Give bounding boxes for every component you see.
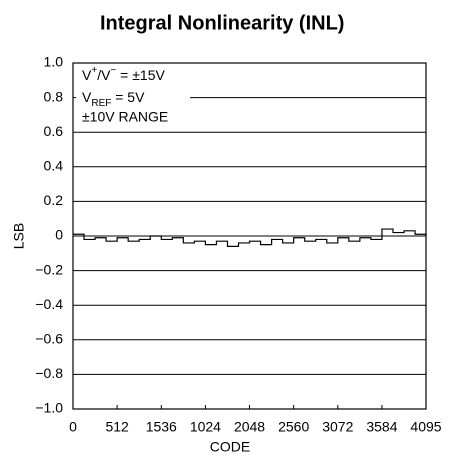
annotation-line: V+/V− = ±15V — [82, 65, 165, 83]
annotation-text: = ±15V — [116, 67, 165, 83]
data-line — [73, 228, 427, 247]
annotation-line: VREF = 5V — [82, 89, 145, 109]
annotation-text: V — [82, 67, 92, 83]
plot-area: 1.0 0.8 0.6 0.4 0.2 0 −0.2 −0.4 −0.6 −0.8 −1.0 0 512… — [35, 54, 441, 435]
x-tick-label: 0 — [69, 419, 77, 435]
y-tick-label: −0.6 — [35, 331, 63, 347]
x-tick-label: 4095 — [410, 419, 441, 435]
annotation-text: REF — [91, 98, 111, 109]
x-tick-label: 1536 — [146, 419, 177, 435]
y-tick-label: 0.6 — [44, 123, 64, 139]
annotation: V+/V− = ±15V VREF = 5V ±10V RANGE — [76, 65, 190, 130]
y-tick-label: −1.0 — [35, 400, 63, 416]
y-tick-label: −0.8 — [35, 365, 63, 381]
y-tick-label: 0.4 — [44, 158, 64, 174]
annotation-text: + — [91, 65, 97, 76]
annotation-text: = 5V — [111, 89, 145, 105]
y-tick-label: 1.0 — [44, 54, 64, 70]
annotation-text: V — [82, 89, 92, 105]
annotation-text: /V — [97, 67, 111, 83]
annotation-text: − — [110, 65, 116, 76]
x-axis-label: CODE — [210, 439, 250, 455]
y-tick-label: −0.4 — [35, 296, 63, 312]
x-tick-label: 2560 — [278, 419, 309, 435]
chart-title: Integral Nonlinearity (INL) — [100, 12, 344, 34]
annotation-line: ±10V RANGE — [82, 109, 168, 125]
x-tick-label: 1024 — [190, 419, 221, 435]
y-tick-label: 0.2 — [44, 192, 64, 208]
y-axis-label: LSB — [11, 223, 27, 249]
x-tick-label: 512 — [105, 419, 129, 435]
annotation-bg — [76, 66, 190, 130]
x-tick-label: 2048 — [234, 419, 265, 435]
y-tick-label: −0.2 — [35, 261, 63, 277]
x-tick-label: 3072 — [322, 419, 353, 435]
y-tick-label: 0 — [55, 227, 63, 243]
y-tick-label: 0.8 — [44, 88, 64, 104]
x-tick-label: 3584 — [366, 419, 397, 435]
